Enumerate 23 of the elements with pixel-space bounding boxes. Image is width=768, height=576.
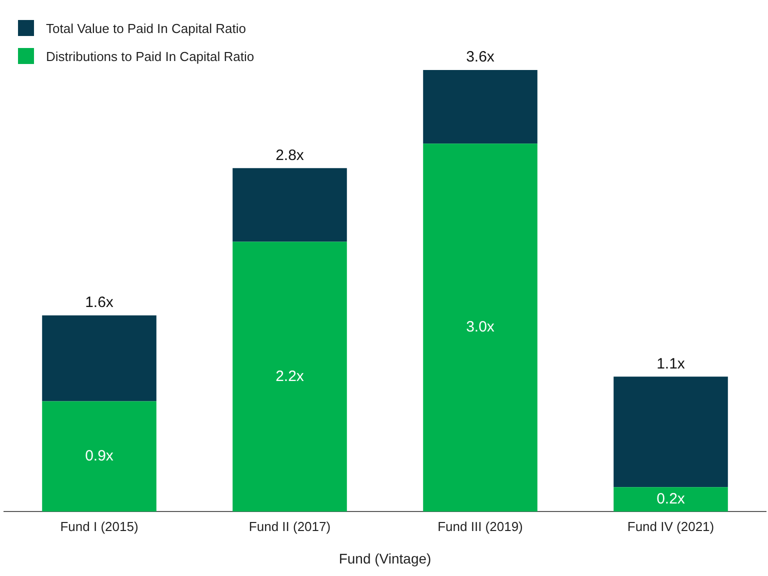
data-label: 2.2x (276, 368, 304, 385)
bar (42, 315, 156, 402)
legend-label: Distributions to Paid In Capital Ratio (46, 48, 254, 64)
total-label: 2.8x (276, 146, 304, 164)
bar (614, 487, 728, 512)
total-label: 1.1x (656, 355, 686, 372)
data-label: 0.2x (656, 490, 686, 508)
bar (232, 242, 347, 512)
bar (232, 168, 347, 242)
bar (423, 144, 538, 512)
total-label: 1.6x (85, 294, 114, 311)
data-label: 3.0x (466, 318, 495, 336)
x-axis-title: Fund (Vintage) (338, 550, 432, 566)
bar (42, 401, 156, 512)
x-tick-label: Fund II (2017) (248, 518, 331, 534)
x-tick-label: Fund I (2015) (60, 518, 138, 534)
x-tick-label: Fund IV (2021) (627, 518, 714, 534)
bar (614, 376, 728, 488)
x-tick-label: Fund III (2019) (438, 518, 523, 534)
bar (423, 70, 538, 144)
total-label: 3.6x (466, 48, 495, 66)
legend-label: Total Value to Paid In Capital Ratio (46, 20, 246, 36)
data-label: 0.9x (85, 448, 114, 465)
